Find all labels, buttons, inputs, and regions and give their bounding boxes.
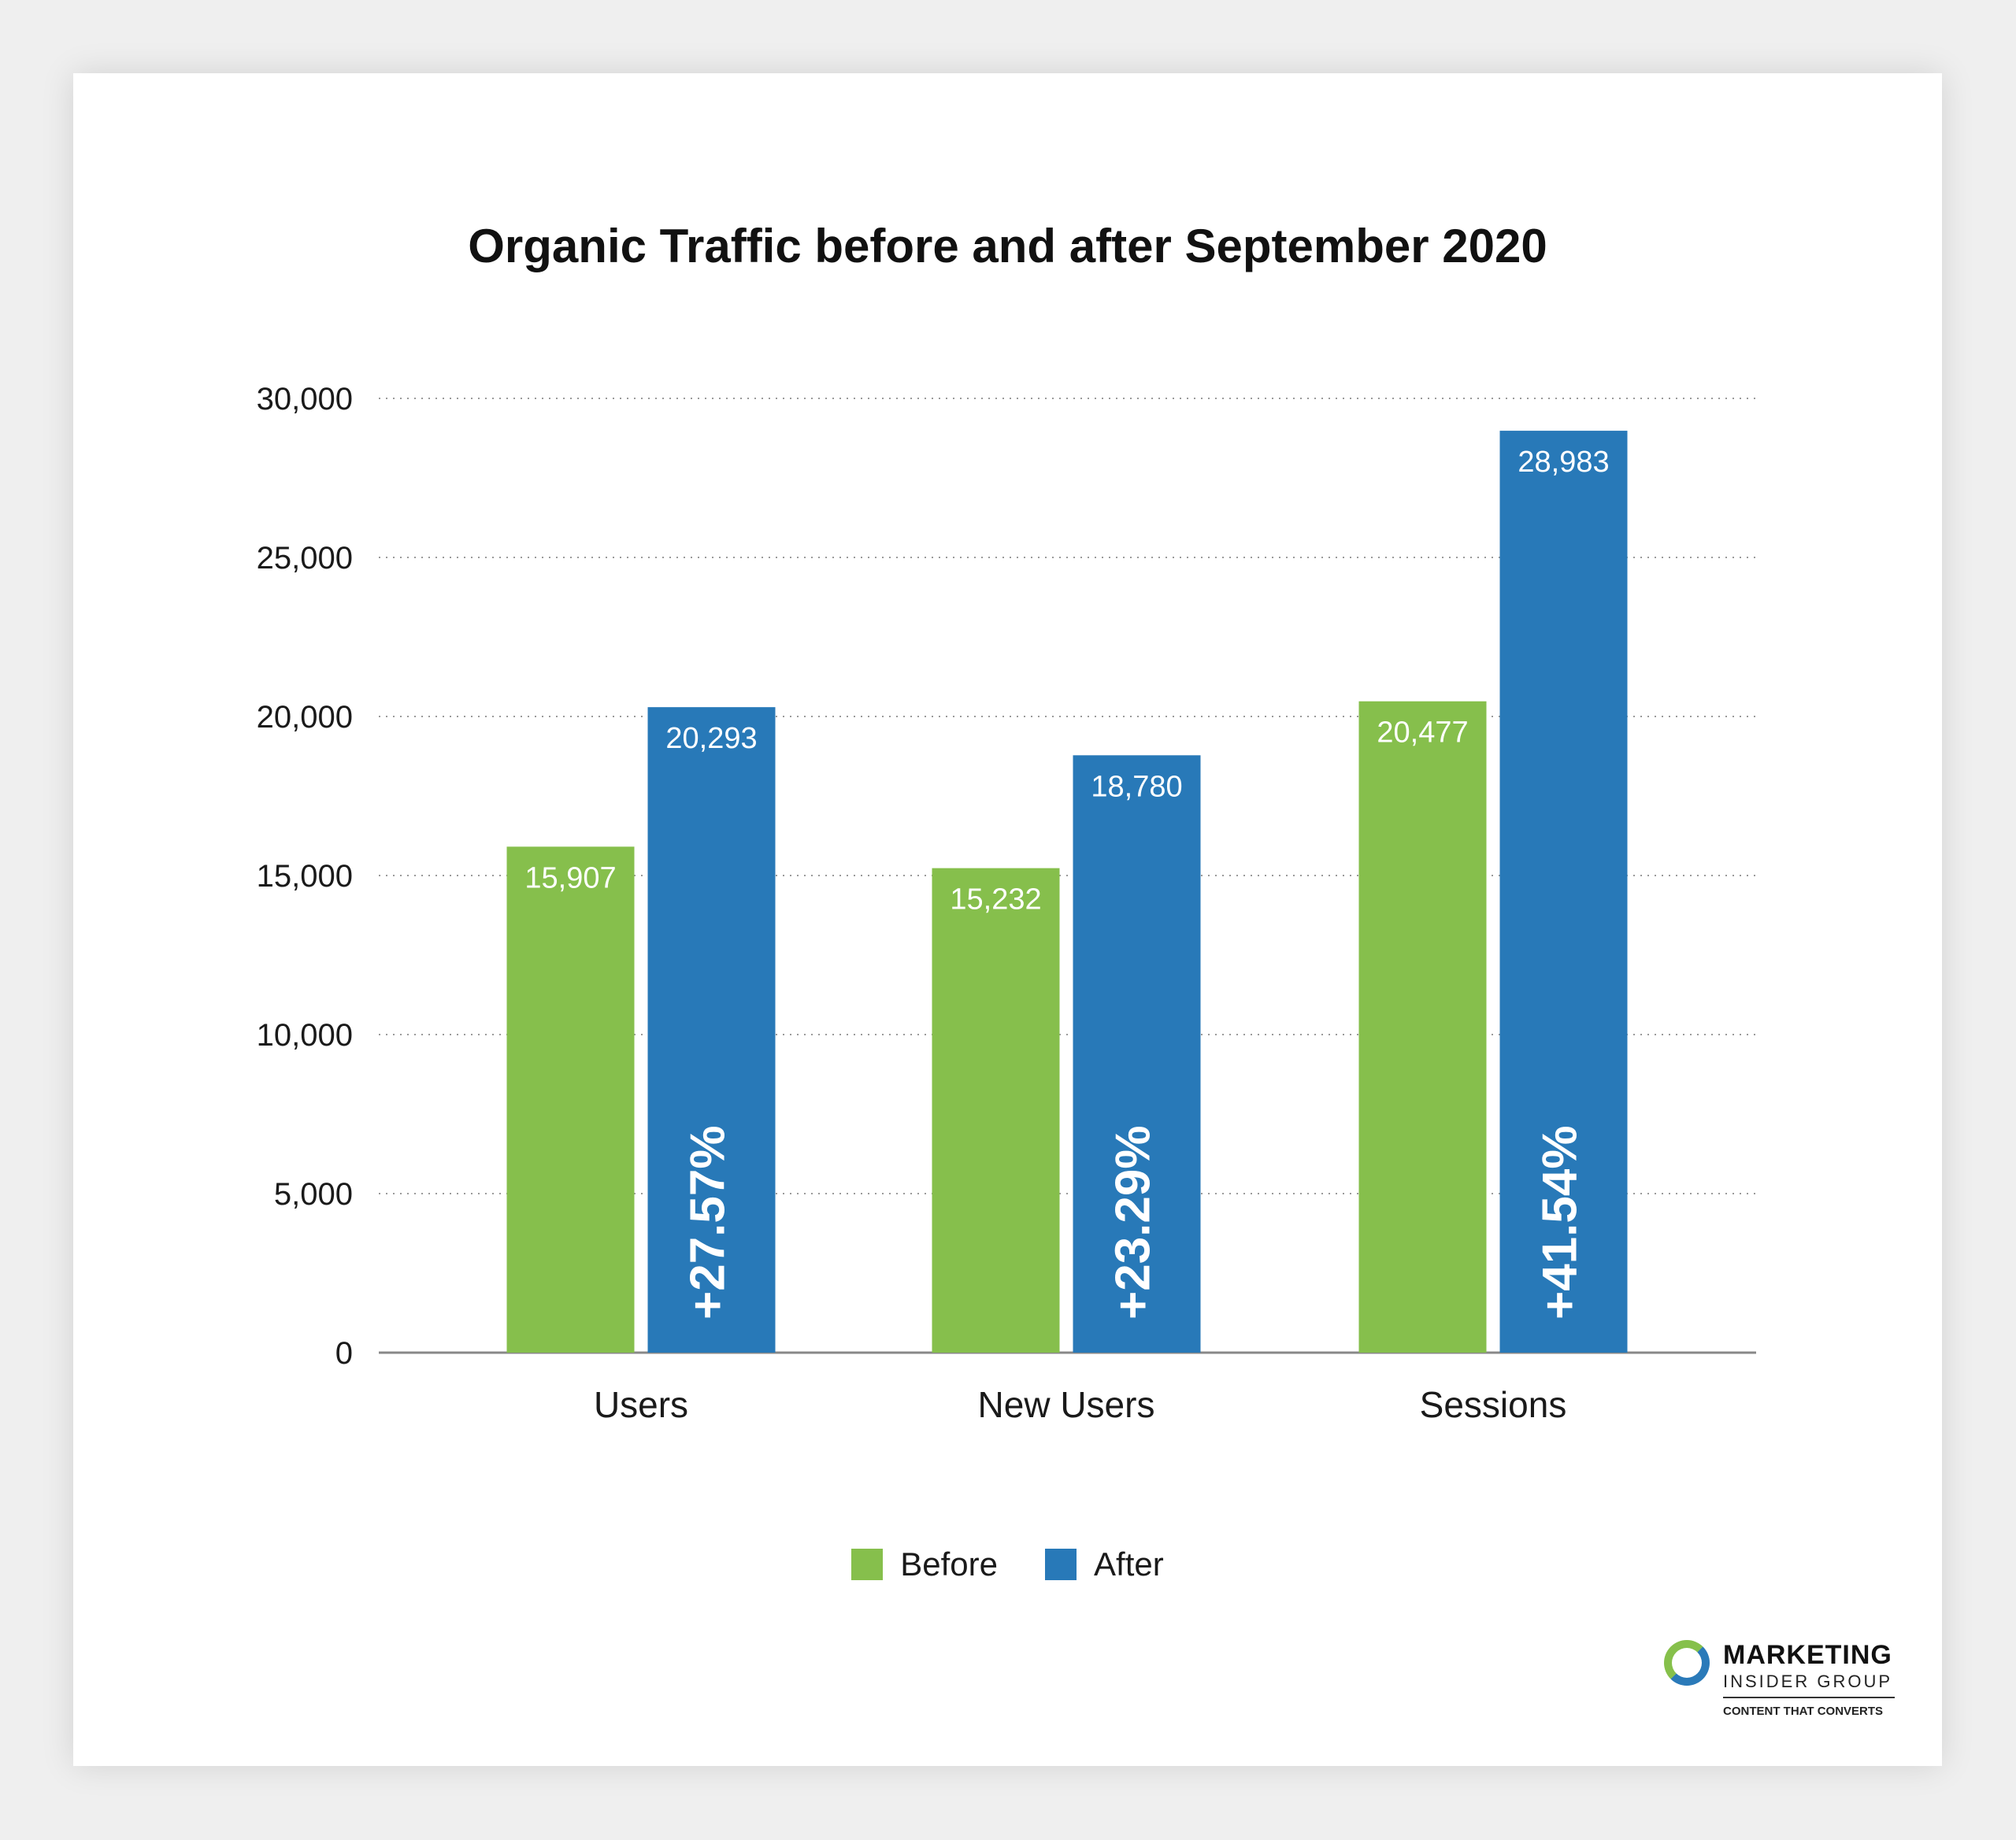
bar-before-1 [932,868,1060,1353]
x-category-label: New Users [978,1384,1155,1425]
legend-item-before: Before [851,1546,998,1583]
y-tick-label: 5,000 [274,1177,353,1212]
bar-chart: 0 5,000 10,000 15,000 20,000 25,000 30,000 15,9… [257,382,1756,1425]
logo-line-1: MARKETING [1723,1640,1892,1670]
legend-label-before: Before [900,1546,999,1583]
logo-line-2: INSIDER GROUP [1723,1672,1893,1691]
chart-title: Organic Traffic before and after Septemb… [468,220,1547,272]
logo-line-3: CONTENT THAT CONVERTS [1723,1705,1884,1718]
x-category-label: Sessions [1420,1384,1567,1425]
y-tick-label: 25,000 [257,541,353,576]
chart-card: Organic Traffic before and after Septemb… [73,73,1942,1766]
change-label: +41.54% [1533,1126,1588,1320]
data-label: 15,232 [950,883,1041,916]
change-label: +23.29% [1106,1126,1161,1320]
y-tick-label: 0 [335,1336,353,1371]
y-tick-label: 15,000 [257,859,353,894]
data-label: 18,780 [1091,770,1182,803]
y-tick-label: 20,000 [257,700,353,735]
data-label: 20,477 [1377,716,1468,750]
data-label: 28,983 [1518,446,1609,479]
bar-after-2 [1499,431,1628,1353]
bar-before-0 [506,846,635,1353]
data-label: 15,907 [524,861,616,894]
bar-after-1 [1073,755,1201,1353]
legend-item-after: After [1045,1546,1164,1583]
x-category-label: Users [594,1384,688,1425]
data-label: 20,293 [665,722,757,755]
legend: Before After [73,1546,1942,1583]
legend-swatch-before [851,1549,884,1580]
change-label: +27.57% [681,1126,736,1320]
logo-ring-icon [1664,1640,1710,1686]
y-tick-label: 10,000 [257,1018,353,1053]
legend-swatch-after [1045,1549,1077,1580]
y-tick-label: 30,000 [257,382,353,416]
bar-before-2 [1358,701,1487,1353]
legend-label-after: After [1094,1546,1164,1583]
marketing-insider-group-logo: MARKETING INSIDER GROUP CONTENT THAT CON… [1664,1640,1900,1734]
bar-after-0 [647,707,776,1353]
logo-divider [1723,1697,1895,1698]
